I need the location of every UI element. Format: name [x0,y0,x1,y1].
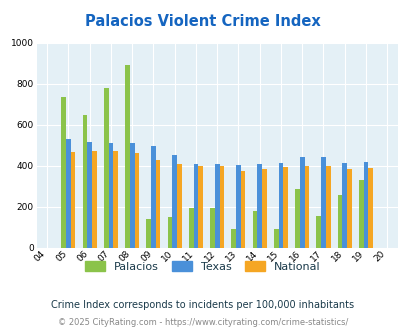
Legend: Palacios, Texas, National: Palacios, Texas, National [85,261,320,272]
Bar [113,151,118,248]
Bar [315,216,320,248]
Bar [261,169,266,248]
Bar [231,229,236,248]
Bar [294,189,299,248]
Bar [325,166,330,248]
Bar [367,168,372,248]
Bar [252,211,257,248]
Bar [167,217,172,248]
Bar [172,155,177,248]
Bar [188,208,193,248]
Bar [125,65,130,248]
Bar [219,166,224,248]
Bar [151,146,156,248]
Text: © 2025 CityRating.com - https://www.cityrating.com/crime-statistics/: © 2025 CityRating.com - https://www.city… [58,318,347,327]
Text: Crime Index corresponds to incidents per 100,000 inhabitants: Crime Index corresponds to incidents per… [51,300,354,310]
Text: Palacios Violent Crime Index: Palacios Violent Crime Index [85,14,320,29]
Bar [156,159,160,248]
Bar [193,164,198,248]
Bar [283,167,287,248]
Bar [210,208,214,248]
Bar [337,195,341,248]
Bar [61,97,66,248]
Bar [66,139,70,248]
Bar [240,171,245,248]
Bar [273,229,278,248]
Bar [299,157,304,248]
Bar [214,164,219,248]
Bar [108,143,113,248]
Bar [304,166,309,248]
Bar [257,164,261,248]
Bar [87,142,92,248]
Bar [92,151,96,248]
Bar [134,153,139,248]
Bar [177,164,181,248]
Bar [341,163,346,248]
Bar [278,163,283,248]
Bar [358,181,363,248]
Bar [83,115,87,248]
Bar [346,169,351,248]
Bar [320,157,325,248]
Bar [70,152,75,248]
Bar [363,162,367,248]
Bar [236,165,240,248]
Bar [130,143,134,248]
Bar [146,219,151,248]
Bar [198,166,202,248]
Bar [104,88,108,248]
